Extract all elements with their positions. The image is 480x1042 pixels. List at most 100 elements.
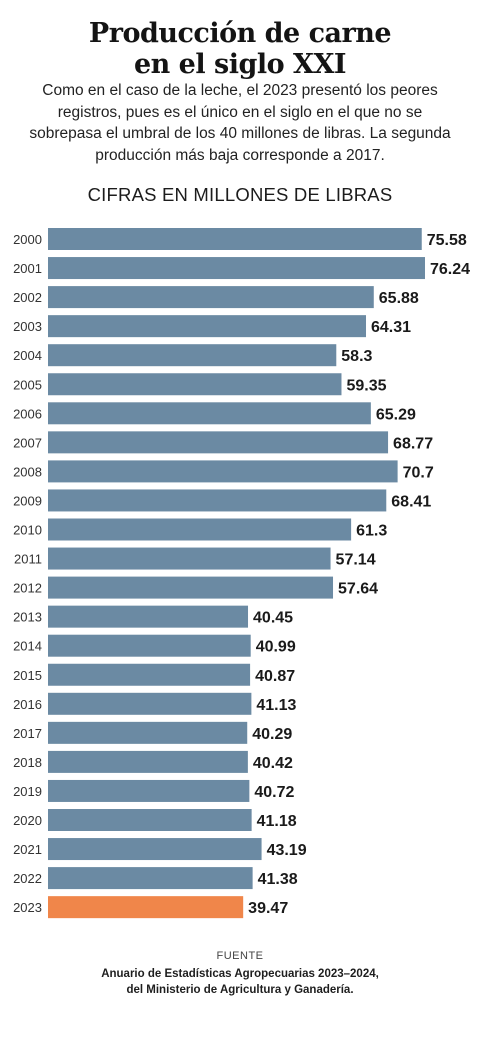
category-label-2009: 2009	[13, 493, 42, 508]
bar-row-2022: 2022 41.38	[13, 867, 298, 890]
bar-row-2009: 2009 68.41	[13, 489, 431, 512]
value-label-2016: 41.13	[256, 697, 296, 714]
category-label-2001: 2001	[13, 261, 42, 276]
bar-row-2019: 2019 40.72	[13, 779, 295, 802]
source-label: FUENTE	[216, 950, 264, 962]
bar-row-2018: 2018 40.42	[13, 750, 293, 773]
bar-row-2007: 2007 68.77	[13, 431, 433, 454]
bar-row-2017: 2017 40.29	[13, 721, 292, 744]
category-label-2002: 2002	[13, 290, 42, 305]
bar-2007	[48, 431, 389, 454]
value-label-2013: 40.45	[253, 610, 293, 627]
bar-2016	[48, 692, 252, 715]
value-label-2023: 39.47	[248, 900, 288, 917]
bar-2023	[48, 896, 244, 919]
bar-row-2006: 2006 65.29	[13, 402, 416, 425]
bar-2015	[48, 663, 251, 686]
category-label-2018: 2018	[13, 755, 42, 770]
bar-2021	[48, 838, 262, 861]
value-label-2020: 41.18	[257, 813, 297, 830]
value-label-2008: 70.7	[403, 464, 434, 481]
bar-row-2020: 2020 41.18	[13, 809, 297, 831]
category-label-2004: 2004	[13, 348, 42, 363]
units-label: CIFRAS EN MILLONES DE LIBRAS	[87, 184, 393, 205]
bar-row-2014: 2014 40.99	[13, 634, 296, 657]
bar-2001	[48, 257, 425, 280]
value-label-2015: 40.87	[255, 668, 295, 685]
bar-2022	[48, 867, 253, 890]
bar-row-2023: 2023 39.47	[13, 896, 288, 919]
category-label-2020: 2020	[13, 813, 42, 828]
value-label-2010: 61.3	[356, 523, 387, 540]
bar-row-2012: 2012 57.64	[13, 576, 378, 599]
source-text: Anuario de Estadísticas Agropecuarias 20…	[0, 966, 480, 998]
bar-row-2005: 2005 59.35	[13, 373, 387, 396]
bar-2019	[48, 779, 250, 802]
source-line-2: del Ministerio de Agricultura y Ganaderí…	[126, 984, 354, 996]
chart-title-line-1: Producción de carne	[88, 18, 392, 49]
category-label-2014: 2014	[13, 639, 42, 654]
bar-2005	[48, 373, 342, 396]
bar-2011	[48, 547, 331, 570]
value-label-2019: 40.72	[254, 784, 294, 801]
value-label-2004: 58.3	[341, 348, 372, 365]
category-label-2012: 2012	[13, 581, 42, 596]
bar-2017	[48, 721, 248, 744]
category-label-2016: 2016	[13, 697, 42, 712]
category-label-2005: 2005	[13, 377, 42, 392]
bar-2008	[48, 460, 398, 483]
category-label-2007: 2007	[13, 435, 42, 450]
category-label-2013: 2013	[13, 610, 42, 625]
bar-2020	[48, 809, 252, 831]
value-label-2000: 75.58	[427, 232, 467, 249]
category-label-2011: 2011	[14, 552, 42, 567]
bar-2000	[48, 228, 422, 250]
bar-2013	[48, 605, 249, 628]
source-line-1: Anuario de Estadísticas Agropecuarias 20…	[101, 968, 379, 980]
bar-row-2004: 2004 58.3	[13, 344, 373, 367]
category-label-2021: 2021	[13, 842, 42, 857]
chart-title: Producción de carne en el siglo XXI	[0, 18, 480, 80]
category-label-2019: 2019	[13, 784, 42, 799]
category-label-2022: 2022	[13, 871, 42, 886]
bar-row-2021: 2021 43.19	[13, 838, 307, 861]
bar-row-2015: 2015 40.87	[13, 663, 295, 686]
bar-row-2000: 2000 75.58	[13, 228, 467, 250]
value-label-2021: 43.19	[267, 842, 307, 859]
category-label-2000: 2000	[13, 232, 42, 247]
bar-chart: 2000 75.58 2001 76.24 2002 65.88 2003 64.31 2004…	[13, 228, 470, 919]
category-label-2010: 2010	[13, 523, 42, 538]
bar-2012	[48, 576, 334, 599]
bar-row-2010: 2010 61.3	[13, 518, 387, 541]
value-label-2012: 57.64	[338, 581, 378, 598]
bar-row-2016: 2016 41.13	[13, 692, 297, 715]
bar-row-2001: 2001 76.24	[13, 257, 470, 280]
value-label-2005: 59.35	[346, 377, 386, 394]
category-label-2003: 2003	[13, 319, 42, 334]
value-label-2022: 41.38	[258, 871, 298, 888]
category-label-2023: 2023	[13, 900, 42, 915]
value-label-2001: 76.24	[430, 261, 470, 278]
value-label-2009: 68.41	[391, 493, 431, 510]
category-label-2015: 2015	[13, 668, 42, 683]
bar-row-2008: 2008 70.7	[13, 460, 434, 483]
value-label-2006: 65.29	[376, 406, 416, 423]
value-label-2003: 64.31	[371, 319, 411, 336]
bar-2018	[48, 750, 248, 773]
bar-row-2002: 2002 65.88	[13, 286, 419, 309]
value-label-2014: 40.99	[256, 639, 296, 656]
chart-subtitle: Como en el caso de la leche, el 2023 pre…	[29, 82, 451, 164]
value-label-2018: 40.42	[253, 755, 293, 772]
bar-2003	[48, 315, 367, 338]
value-label-2011: 57.14	[336, 552, 376, 569]
bar-row-2003: 2003 64.31	[13, 315, 411, 338]
category-label-2008: 2008	[13, 464, 42, 479]
bar-2009	[48, 489, 387, 512]
category-label-2006: 2006	[13, 406, 42, 421]
value-label-2017: 40.29	[252, 726, 292, 743]
bar-row-2013: 2013 40.45	[13, 605, 293, 628]
value-label-2007: 68.77	[393, 435, 433, 452]
bar-2006	[48, 402, 371, 425]
bar-2002	[48, 286, 374, 309]
chart-title-line-2: en el siglo XXI	[133, 49, 347, 80]
